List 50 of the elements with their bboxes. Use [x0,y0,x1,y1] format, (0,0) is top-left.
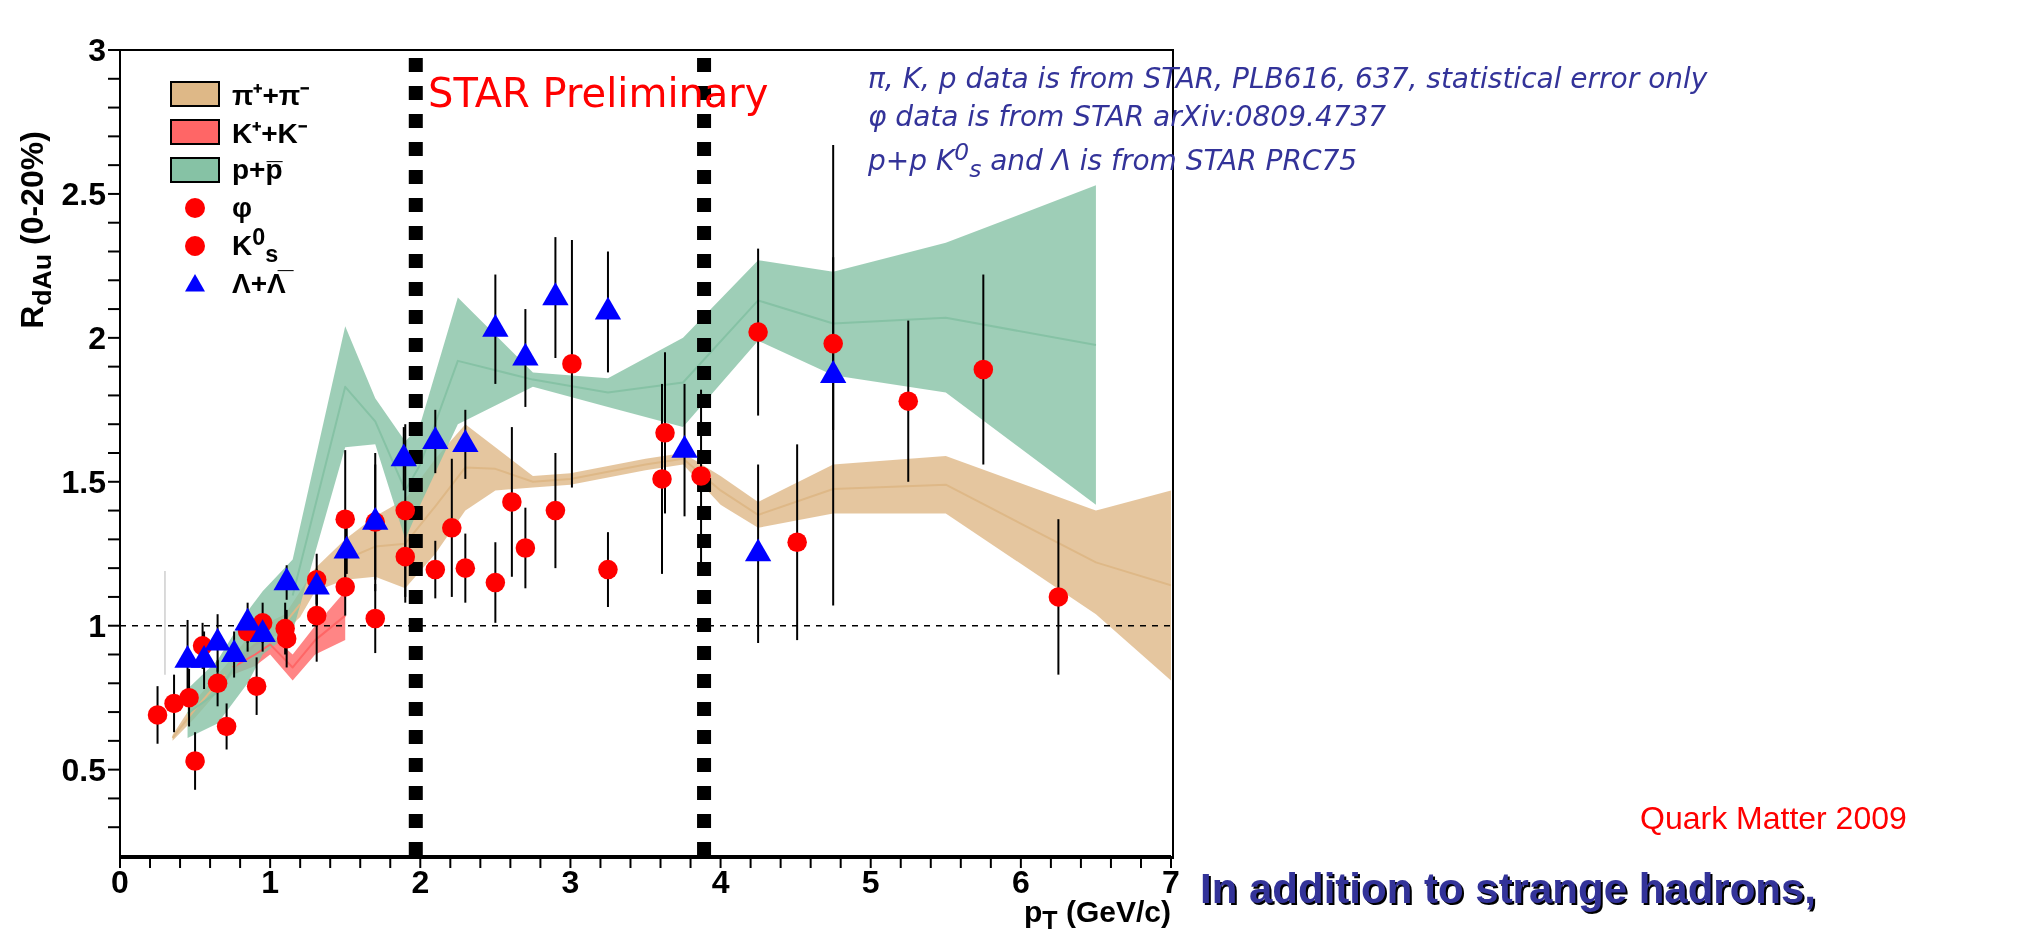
annotation: STAR Preliminary [428,70,769,116]
y-tick-label: 2 [88,320,106,357]
y-tick-label: 0.5 [61,752,106,788]
y-tick-label: 1.5 [61,464,106,501]
point [787,532,807,552]
y-tick-label: 2.5 [61,176,106,213]
point [898,391,919,411]
point [335,509,355,529]
point [655,423,675,443]
point [691,466,711,486]
x-tick-label: 2 [411,863,430,900]
point [442,518,462,538]
point [515,538,536,558]
text: Quark Matter 2009 [1640,800,1907,837]
point [973,359,994,380]
x-tick-label: 1 [261,863,280,900]
point [395,546,416,567]
legend-label: φ [232,192,253,224]
point [1048,587,1069,607]
legend-label: π⁺+π⁻ [232,79,310,113]
point [748,322,768,342]
point [425,559,446,580]
point [823,333,843,354]
point [365,608,386,629]
point [652,469,672,489]
point [147,705,168,725]
y-tick-label: 3 [88,32,106,69]
y-tick-label: 1 [88,608,106,645]
point [562,354,582,374]
x-tick-label: 5 [861,863,880,900]
point [185,751,205,771]
point [306,605,327,626]
point [335,577,355,597]
point [545,500,566,521]
x-tick-label: 4 [711,863,730,900]
point [179,687,199,708]
legend-label: K⁺+K⁻ [232,117,307,151]
point [164,693,184,714]
x-tick-label: 0 [111,863,129,900]
point [216,716,237,737]
x-tick-label: 3 [561,863,580,900]
point [485,572,506,593]
point [395,500,416,521]
point [246,676,267,696]
point [502,492,522,512]
legend-label: p+p̅ [232,154,283,186]
point [207,673,228,694]
point [455,558,476,578]
point [598,559,618,580]
text: In addition to strange hadrons, [1200,865,1817,913]
